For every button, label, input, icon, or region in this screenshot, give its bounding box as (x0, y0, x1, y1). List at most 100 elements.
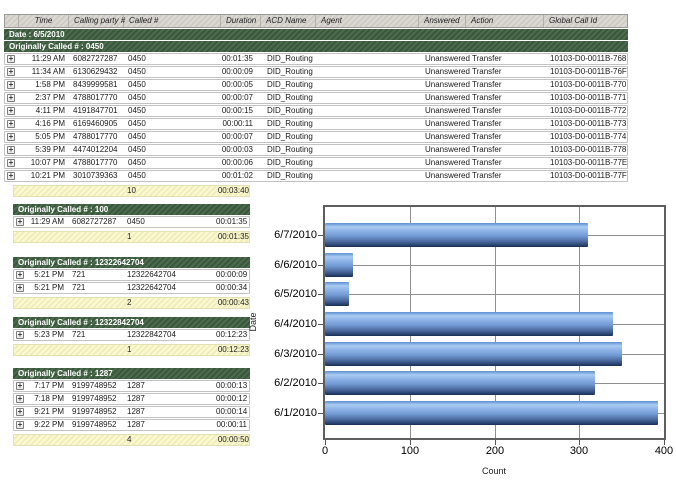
expand-icon[interactable]: + (16, 270, 24, 279)
expand-icon[interactable]: + (7, 145, 15, 154)
called-cell: 12322642704 (127, 270, 176, 279)
chart-x-tick-mark (664, 440, 665, 445)
action-cell: Transfer (472, 119, 502, 128)
expand-icon[interactable]: + (16, 283, 24, 292)
expand-cell: + (5, 119, 19, 129)
action-cell: Transfer (472, 93, 502, 102)
chart-category-label: 6/7/2010 (274, 229, 317, 241)
expand-icon[interactable]: + (16, 381, 24, 390)
expand-icon[interactable]: + (7, 93, 15, 102)
chart-x-tick-label: 0 (321, 445, 329, 457)
summary-duration: 00:00:50 (217, 435, 249, 444)
chart-horizontal-gridline (325, 265, 664, 266)
called-cell: 0450 (128, 119, 146, 128)
summary-count: 1 (127, 345, 132, 354)
table-row: +9:22 PM 9199748952 1287 00:00:11 (13, 419, 250, 431)
expand-icon[interactable]: + (16, 394, 24, 403)
chart-category-tick (318, 383, 323, 384)
expand-icon[interactable]: + (7, 106, 15, 115)
main-table: Time Calling party # Called # Duration ACD N… (4, 14, 628, 197)
expand-icon[interactable]: + (16, 217, 24, 226)
time-cell: 4:16 PM (35, 119, 65, 128)
time-cell: 11:29 AM (30, 217, 64, 226)
group-summary-row: 2 00:00:43 (13, 297, 250, 309)
global-call-id-cell: 10103-D0-0011B-778 (550, 145, 627, 154)
expand-cell: + (5, 106, 19, 116)
summary-count: 1 (127, 232, 132, 241)
action-cell: Transfer (472, 132, 502, 141)
answered-cell: Unanswered (425, 80, 470, 89)
expand-icon[interactable]: + (16, 330, 24, 339)
chart-category-label: 6/6/2010 (274, 259, 317, 271)
global-call-id-cell: 10103-D0-0011B-768 (550, 54, 627, 63)
duration-cell: 00:00:09 (221, 67, 253, 76)
action-cell: Transfer (472, 54, 502, 63)
main-table-header: Time Calling party # Called # Duration ACD N… (4, 14, 628, 28)
time-cell: 5:21 PM (34, 270, 64, 279)
column-header: Action (466, 15, 544, 27)
answered-cell: Unanswered (425, 54, 470, 63)
calling-party-cell: 3010739363 (73, 171, 118, 180)
expand-icon[interactable]: + (7, 80, 15, 89)
chart-x-tick-mark (579, 440, 580, 445)
time-cell: 7:18 PM (34, 394, 64, 403)
expand-cell: + (14, 407, 28, 417)
expand-icon[interactable]: + (16, 420, 24, 429)
expand-icon[interactable]: + (7, 67, 15, 76)
action-cell: Transfer (472, 80, 502, 89)
action-cell: Transfer (472, 171, 502, 180)
calling-party-cell: 6082727287 (73, 54, 118, 63)
calling-party-cell: 6082727287 (72, 217, 117, 226)
group-header-band: Originally Called # : 1287 (13, 368, 250, 379)
global-call-id-cell: 10103-D0-0011B-77F (550, 171, 627, 180)
duration-cell: 00:00:13 (216, 381, 248, 390)
calling-party-cell: 4788017770 (73, 132, 118, 141)
action-cell: Transfer (472, 145, 502, 154)
expand-icon[interactable]: + (7, 171, 15, 180)
answered-cell: Unanswered (425, 171, 470, 180)
table-row: +5:39 PM 4474012204 0450 00:00:03 DID_Routin… (4, 144, 628, 156)
group-table: Originally Called # : 12322642704 +5:21 P… (13, 257, 250, 309)
called-cell: 0450 (128, 67, 146, 76)
group-summary-row: 1 00:01:35 (13, 231, 250, 243)
calling-party-cell: 6130629432 (73, 67, 118, 76)
answered-cell: Unanswered (425, 93, 470, 102)
acd-name-cell: DID_Routing (267, 93, 313, 102)
expand-cell: + (14, 381, 28, 391)
table-row: +11:34 AM 6130629432 0450 00:00:09 DID_Routi… (4, 66, 628, 78)
called-cell: 1287 (127, 381, 145, 390)
chart-category-tick (318, 235, 323, 236)
chart-plot-area (323, 205, 666, 440)
expand-icon[interactable]: + (7, 132, 15, 141)
calling-party-cell: 6169460905 (73, 119, 118, 128)
called-cell: 0450 (128, 93, 146, 102)
time-cell: 9:21 PM (34, 407, 64, 416)
chart-horizontal-gridline (325, 294, 664, 295)
duration-cell: 00:00:11 (222, 119, 253, 128)
global-call-id-cell: 10103-D0-0011B-773 (550, 119, 627, 128)
duration-cell: 00:01:02 (221, 171, 253, 180)
calling-party-cell: 9199748952 (72, 381, 117, 390)
duration-cell: 00:00:07 (221, 93, 253, 102)
group-header-band: Originally Called # : 12322642704 (13, 257, 250, 268)
duration-cell: 00:00:07 (221, 132, 253, 141)
acd-name-cell: DID_Routing (267, 67, 313, 76)
called-cell: 12322842704 (127, 330, 176, 339)
column-header: Called # (124, 15, 221, 27)
originally-called-band: Originally Called # : 0450 (4, 41, 628, 52)
expand-icon[interactable]: + (16, 407, 24, 416)
expand-icon[interactable]: + (7, 119, 15, 128)
acd-name-cell: DID_Routing (267, 80, 313, 89)
summary-duration: 00:03:40 (217, 186, 249, 195)
expand-icon[interactable]: + (7, 54, 15, 63)
expand-cell: + (14, 394, 28, 404)
chart-bar (325, 312, 613, 336)
table-row: +2:37 PM 4788017770 0450 00:00:07 DID_Routin… (4, 92, 628, 104)
column-header: Agent (316, 15, 419, 27)
time-cell: 11:29 AM (31, 54, 65, 63)
action-cell: Transfer (472, 106, 502, 115)
group-summary-row: 4 00:00:50 (13, 434, 250, 446)
expand-icon[interactable]: + (7, 158, 15, 167)
called-cell: 12322642704 (127, 283, 176, 292)
calling-party-cell: 9199748952 (72, 394, 117, 403)
